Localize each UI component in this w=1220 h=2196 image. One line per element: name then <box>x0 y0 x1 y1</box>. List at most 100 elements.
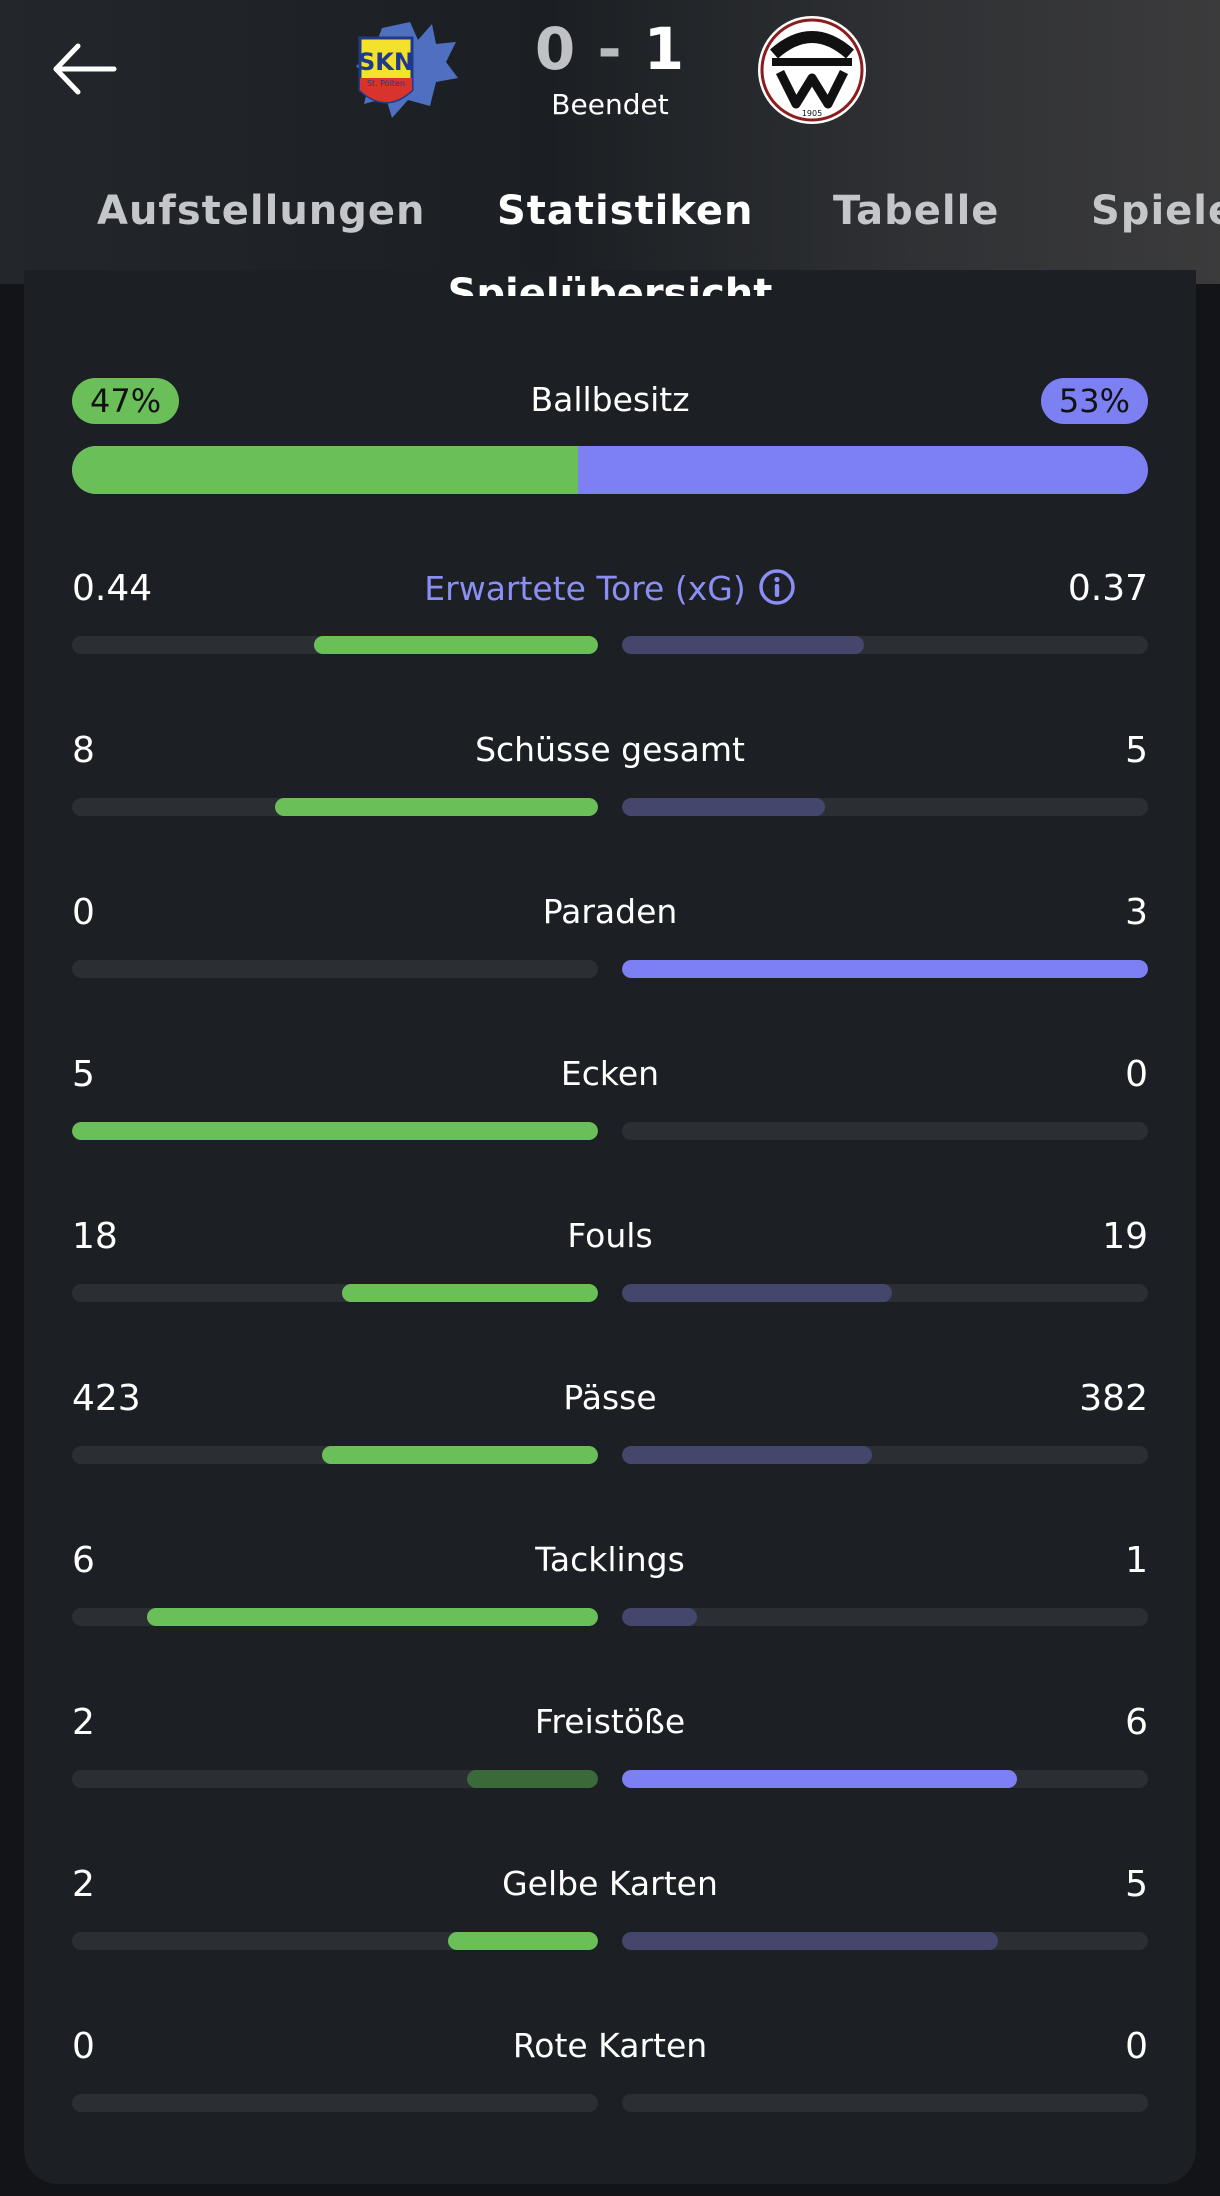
home-stat-track <box>72 1122 598 1140</box>
home-stat-value: 18 <box>72 1216 118 1257</box>
away-stat-bar <box>622 636 864 654</box>
away-stat-value: 5 <box>1125 730 1148 771</box>
home-stat-track <box>72 1284 598 1302</box>
stat-label: Paraden <box>24 892 1196 931</box>
stat-label-text: Gelbe Karten <box>502 1864 718 1903</box>
tab-spiele[interactable]: Spiele <box>1091 188 1220 234</box>
away-stat-bar <box>622 960 1148 978</box>
away-stat-value: 0 <box>1125 2026 1148 2067</box>
away-stat-value: 6 <box>1125 1702 1148 1743</box>
info-icon[interactable] <box>758 568 796 606</box>
home-stat-bar <box>274 798 598 816</box>
home-stat-track <box>72 960 598 978</box>
tab-tabelle[interactable]: Tabelle <box>833 188 1000 234</box>
score-separator: - <box>597 15 623 83</box>
stats-card: Spielübersicht 47% Ballbesitz 53% 0.44 Er… <box>24 270 1196 2184</box>
home-stat-value: 5 <box>72 1054 95 1095</box>
home-stat-track <box>72 1446 598 1464</box>
possession-bar <box>72 446 1148 494</box>
stat-label: Freistöße <box>24 1702 1196 1741</box>
stat-row: 2 Gelbe Karten 5 <box>24 1864 1196 1964</box>
home-stat-bar <box>147 1608 598 1626</box>
tab-statistiken[interactable]: Statistiken <box>497 188 754 234</box>
away-stat-bar <box>622 1608 698 1626</box>
home-stat-track <box>72 636 598 654</box>
tab-aufstellungen[interactable]: Aufstellungen <box>97 188 426 234</box>
away-stat-track <box>622 636 1148 654</box>
home-score: 0 <box>534 15 577 83</box>
stat-row: 0.44 Erwartete Tore (xG) 0.37 <box>24 568 1196 668</box>
away-score: 1 <box>643 15 686 83</box>
tab-bar: Aufstellungen Statistiken Tabelle Spiele <box>0 170 1220 284</box>
match-score: 0 - 1 <box>510 12 710 86</box>
home-stat-value: 0.44 <box>72 568 153 609</box>
stat-label[interactable]: Erwartete Tore (xG) <box>24 568 1196 608</box>
home-logo-subtext: St. Pölten <box>367 79 405 88</box>
away-stat-track <box>622 1284 1148 1302</box>
away-stat-track <box>622 960 1148 978</box>
away-stat-value: 3 <box>1125 892 1148 933</box>
home-possession-badge: 47% <box>72 378 180 424</box>
away-stat-bar <box>622 1932 998 1950</box>
stat-label: Rote Karten <box>24 2026 1196 2065</box>
stat-row: 5 Ecken 0 <box>24 1054 1196 1154</box>
home-stat-value: 0 <box>72 892 95 933</box>
stat-label-text: Paraden <box>542 892 678 931</box>
away-logo-year: 1905 <box>802 109 822 118</box>
stat-row: 423 Pässe 382 <box>24 1378 1196 1478</box>
home-stat-value: 423 <box>72 1378 141 1419</box>
away-stat-track <box>622 1932 1148 1950</box>
home-stat-track <box>72 1608 598 1626</box>
home-stat-track <box>72 1932 598 1950</box>
stat-label-text: Freistöße <box>534 1702 686 1741</box>
away-possession-badge: 53% <box>1040 378 1148 424</box>
home-stat-track <box>72 1770 598 1788</box>
away-stat-track <box>622 1608 1148 1626</box>
match-header: SKN St. Pölten 0 - 1 Beendet 1905 Aufste… <box>0 0 1220 284</box>
home-stat-value: 0 <box>72 2026 95 2067</box>
stat-label: Tacklings <box>24 1540 1196 1579</box>
stat-label-text: Fouls <box>567 1216 653 1255</box>
stat-row: 18 Fouls 19 <box>24 1216 1196 1316</box>
stat-label: Schüsse gesamt <box>24 730 1196 769</box>
away-stat-bar <box>622 1770 1017 1788</box>
home-stat-bar <box>342 1284 598 1302</box>
home-stat-bar <box>72 1122 598 1140</box>
home-stat-bar <box>447 1932 598 1950</box>
home-stat-value: 6 <box>72 1540 95 1581</box>
away-stat-value: 1 <box>1125 1540 1148 1581</box>
home-stat-track <box>72 2094 598 2112</box>
stat-label: Fouls <box>24 1216 1196 1255</box>
home-stat-value: 2 <box>72 1702 95 1743</box>
stat-label-text: Schüsse gesamt <box>475 730 745 769</box>
match-status: Beendet <box>551 88 669 121</box>
away-stat-bar <box>622 798 825 816</box>
home-stat-bar <box>466 1770 598 1788</box>
stat-row: 8 Schüsse gesamt 5 <box>24 730 1196 830</box>
away-stat-value: 5 <box>1125 1864 1148 1905</box>
home-logo-text: SKN <box>358 48 414 76</box>
away-team-logo[interactable]: 1905 <box>756 14 868 126</box>
stat-row: 0 Paraden 3 <box>24 892 1196 992</box>
home-stat-value: 8 <box>72 730 95 771</box>
home-stat-bar <box>321 1446 598 1464</box>
stat-label: Ecken <box>24 1054 1196 1093</box>
back-arrow-icon[interactable] <box>48 36 120 102</box>
home-team-logo[interactable]: SKN St. Pölten <box>352 18 462 122</box>
stat-label-text: Rote Karten <box>512 2026 708 2065</box>
away-stat-track <box>622 798 1148 816</box>
away-stat-track <box>622 2094 1148 2112</box>
away-stat-track <box>622 1446 1148 1464</box>
stat-row: 6 Tacklings 1 <box>24 1540 1196 1640</box>
away-stat-bar <box>622 1446 872 1464</box>
away-stat-value: 0.37 <box>1067 568 1148 609</box>
stat-label-text: Pässe <box>563 1378 657 1417</box>
home-possession-fill <box>72 446 578 494</box>
home-stat-track <box>72 798 598 816</box>
away-stat-value: 0 <box>1125 1054 1148 1095</box>
stat-label: Gelbe Karten <box>24 1864 1196 1903</box>
away-stat-value: 382 <box>1079 1378 1148 1419</box>
stat-label-text: Ecken <box>560 1054 660 1093</box>
possession-label: Ballbesitz <box>530 380 690 419</box>
stat-row: 0 Rote Karten 0 <box>24 2026 1196 2126</box>
